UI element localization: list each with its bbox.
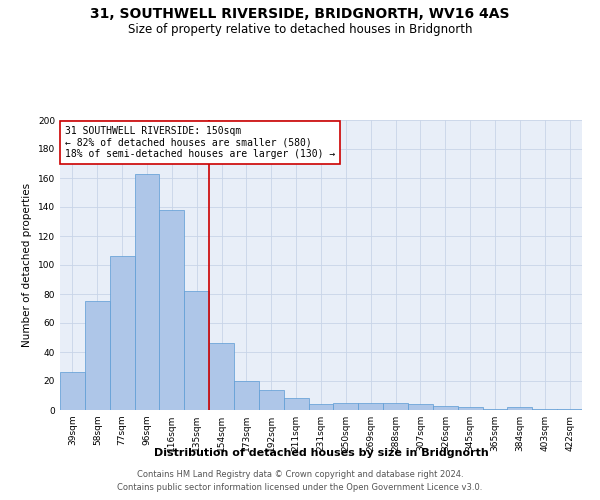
Bar bbox=[433, 406, 458, 410]
Bar bbox=[184, 291, 209, 410]
Text: Contains HM Land Registry data © Crown copyright and database right 2024.
Contai: Contains HM Land Registry data © Crown c… bbox=[118, 470, 482, 492]
Bar bbox=[85, 301, 110, 410]
Bar bbox=[284, 398, 308, 410]
Bar bbox=[408, 404, 433, 410]
Bar bbox=[259, 390, 284, 410]
Bar bbox=[334, 403, 358, 410]
Text: 31, SOUTHWELL RIVERSIDE, BRIDGNORTH, WV16 4AS: 31, SOUTHWELL RIVERSIDE, BRIDGNORTH, WV1… bbox=[90, 8, 510, 22]
Bar bbox=[110, 256, 134, 410]
Bar bbox=[234, 381, 259, 410]
Text: 31 SOUTHWELL RIVERSIDE: 150sqm
← 82% of detached houses are smaller (580)
18% of: 31 SOUTHWELL RIVERSIDE: 150sqm ← 82% of … bbox=[65, 126, 335, 159]
Bar bbox=[482, 408, 508, 410]
Bar bbox=[532, 408, 557, 410]
Text: Distribution of detached houses by size in Bridgnorth: Distribution of detached houses by size … bbox=[154, 448, 488, 458]
Bar bbox=[60, 372, 85, 410]
Y-axis label: Number of detached properties: Number of detached properties bbox=[22, 183, 32, 347]
Bar bbox=[209, 344, 234, 410]
Bar bbox=[557, 408, 582, 410]
Bar bbox=[134, 174, 160, 410]
Bar bbox=[160, 210, 184, 410]
Bar bbox=[458, 407, 482, 410]
Text: Size of property relative to detached houses in Bridgnorth: Size of property relative to detached ho… bbox=[128, 22, 472, 36]
Bar bbox=[358, 403, 383, 410]
Bar bbox=[308, 404, 334, 410]
Bar bbox=[508, 407, 532, 410]
Bar bbox=[383, 403, 408, 410]
